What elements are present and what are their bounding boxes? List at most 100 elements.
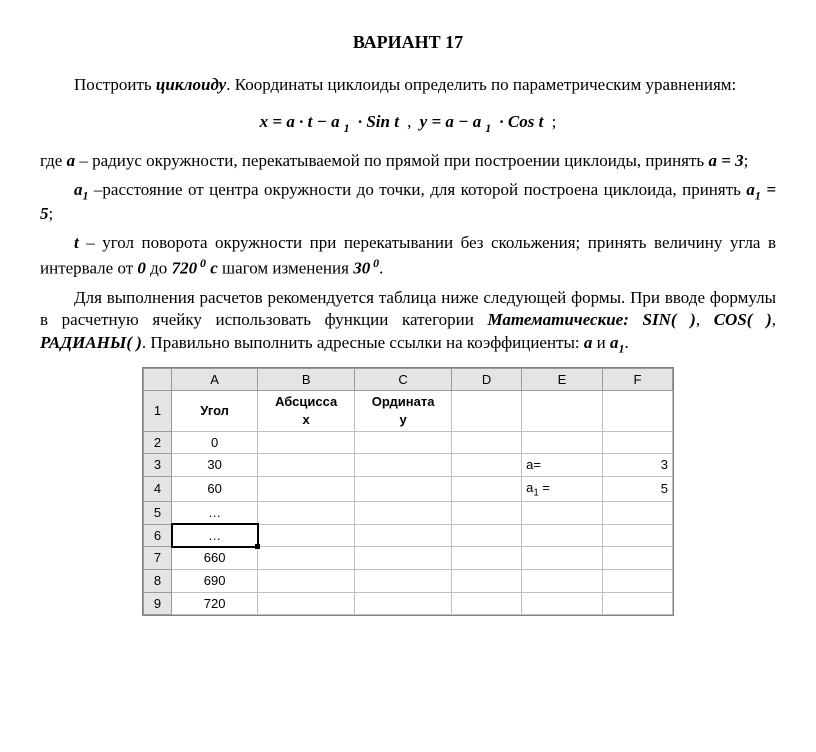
cell-E4-b: = — [539, 480, 550, 495]
cell-C4[interactable] — [355, 476, 452, 502]
col-header-C[interactable]: C — [355, 368, 452, 391]
spreadsheet: A B C D E F 1 Угол Абсцисса x Ордината y… — [142, 367, 674, 616]
row-header-3[interactable]: 3 — [144, 454, 172, 477]
cell-F9[interactable] — [602, 592, 672, 615]
cell-F5[interactable] — [602, 502, 672, 525]
col-header-F[interactable]: F — [602, 368, 672, 391]
row-header-1[interactable]: 1 — [144, 391, 172, 431]
cycloid-term: циклоиду — [156, 75, 226, 94]
cell-E2[interactable] — [522, 431, 603, 454]
cell-A6[interactable]: … — [172, 524, 258, 547]
t-end: . — [379, 259, 383, 278]
cell-C1-bot: y — [359, 411, 447, 429]
row-header-8[interactable]: 8 — [144, 570, 172, 593]
cell-E6[interactable] — [522, 524, 603, 547]
cell-C9[interactable] — [355, 592, 452, 615]
formula-comma: , — [403, 112, 416, 131]
cell-D6[interactable] — [452, 524, 522, 547]
cell-A4[interactable]: 60 — [172, 476, 258, 502]
cell-F4[interactable]: 5 — [602, 476, 672, 502]
cell-C2[interactable] — [355, 431, 452, 454]
cell-C6[interactable] — [355, 524, 452, 547]
a1-equals-5-a: a — [746, 180, 755, 199]
cell-D8[interactable] — [452, 570, 522, 593]
rec-sep-1: , — [696, 310, 714, 329]
cell-D2[interactable] — [452, 431, 522, 454]
where-a-desc: – радиус окружности, перекатываемой по п… — [75, 151, 708, 170]
cell-C1-top: Ордината — [359, 393, 447, 411]
cell-F1[interactable] — [602, 391, 672, 431]
cell-A3[interactable]: 30 — [172, 454, 258, 477]
cell-B1[interactable]: Абсцисса x — [258, 391, 355, 431]
cell-B8[interactable] — [258, 570, 355, 593]
cell-C5[interactable] — [355, 502, 452, 525]
row-header-2[interactable]: 2 — [144, 431, 172, 454]
cell-C8[interactable] — [355, 570, 452, 593]
cell-E1[interactable] — [522, 391, 603, 431]
t-to-label: до — [146, 259, 172, 278]
cell-C1[interactable]: Ордината y — [355, 391, 452, 431]
cell-E9[interactable] — [522, 592, 603, 615]
cell-E5[interactable] — [522, 502, 603, 525]
row-header-7[interactable]: 7 — [144, 547, 172, 570]
cell-D9[interactable] — [452, 592, 522, 615]
cell-B9[interactable] — [258, 592, 355, 615]
cell-B4[interactable] — [258, 476, 355, 502]
cell-B7[interactable] — [258, 547, 355, 570]
col-header-A[interactable]: A — [172, 368, 258, 391]
formula-sub-2: 1 — [485, 121, 491, 135]
symbol-a1-a: a — [74, 180, 83, 199]
parametric-formula: x = a · t − a1 · Sin t , y = a − a1 · Co… — [40, 111, 776, 135]
where-a1-end: ; — [49, 204, 54, 223]
cell-F3[interactable]: 3 — [602, 454, 672, 477]
cell-D3[interactable] — [452, 454, 522, 477]
formula-x-rhs: · Sin t — [354, 112, 399, 131]
cell-A2[interactable]: 0 — [172, 431, 258, 454]
formula-x-lhs: x = a · t − a — [260, 112, 340, 131]
cell-B5[interactable] — [258, 502, 355, 525]
cell-C7[interactable] — [355, 547, 452, 570]
where-a-end: ; — [744, 151, 749, 170]
rec-math-sin: Математические: SIN( ) — [487, 310, 695, 329]
t-deg-1: 0 — [197, 256, 206, 270]
cell-B6[interactable] — [258, 524, 355, 547]
corner-cell[interactable] — [144, 368, 172, 391]
cell-F7[interactable] — [602, 547, 672, 570]
cell-C3[interactable] — [355, 454, 452, 477]
cell-B3[interactable] — [258, 454, 355, 477]
cell-D7[interactable] — [452, 547, 522, 570]
cell-A9[interactable]: 720 — [172, 592, 258, 615]
cell-F6[interactable] — [602, 524, 672, 547]
cell-E8[interactable] — [522, 570, 603, 593]
cell-D1[interactable] — [452, 391, 522, 431]
cell-E7[interactable] — [522, 547, 603, 570]
cell-D5[interactable] — [452, 502, 522, 525]
row-header-6[interactable]: 6 — [144, 524, 172, 547]
col-header-D[interactable]: D — [452, 368, 522, 391]
col-header-B[interactable]: B — [258, 368, 355, 391]
cell-F8[interactable] — [602, 570, 672, 593]
where-a-paragraph: где a – радиус окружности, перекатываемо… — [40, 150, 776, 173]
cell-A5[interactable]: … — [172, 502, 258, 525]
cell-B1-top: Абсцисса — [262, 393, 350, 411]
cell-A7[interactable]: 660 — [172, 547, 258, 570]
cell-A8[interactable]: 690 — [172, 570, 258, 593]
row-header-4[interactable]: 4 — [144, 476, 172, 502]
cell-A1[interactable]: Угол — [172, 391, 258, 431]
rec-sep-2: , — [772, 310, 776, 329]
where-label: где — [40, 151, 67, 170]
row-header-9[interactable]: 9 — [144, 592, 172, 615]
rec-cos: COS( ) — [714, 310, 772, 329]
cell-E4[interactable]: a1 = — [522, 476, 603, 502]
col-header-E[interactable]: E — [522, 368, 603, 391]
cell-E3[interactable]: a= — [522, 454, 603, 477]
symbol-a: a — [67, 151, 76, 170]
row-header-5[interactable]: 5 — [144, 502, 172, 525]
cell-D4[interactable] — [452, 476, 522, 502]
t-to-720: 720 — [172, 259, 198, 278]
cell-B2[interactable] — [258, 431, 355, 454]
cell-F2[interactable] — [602, 431, 672, 454]
cell-B1-bot: x — [262, 411, 350, 429]
where-t-paragraph: t – угол поворота окружности при перекат… — [40, 232, 776, 281]
formula-y-rhs: · Cos t — [495, 112, 543, 131]
